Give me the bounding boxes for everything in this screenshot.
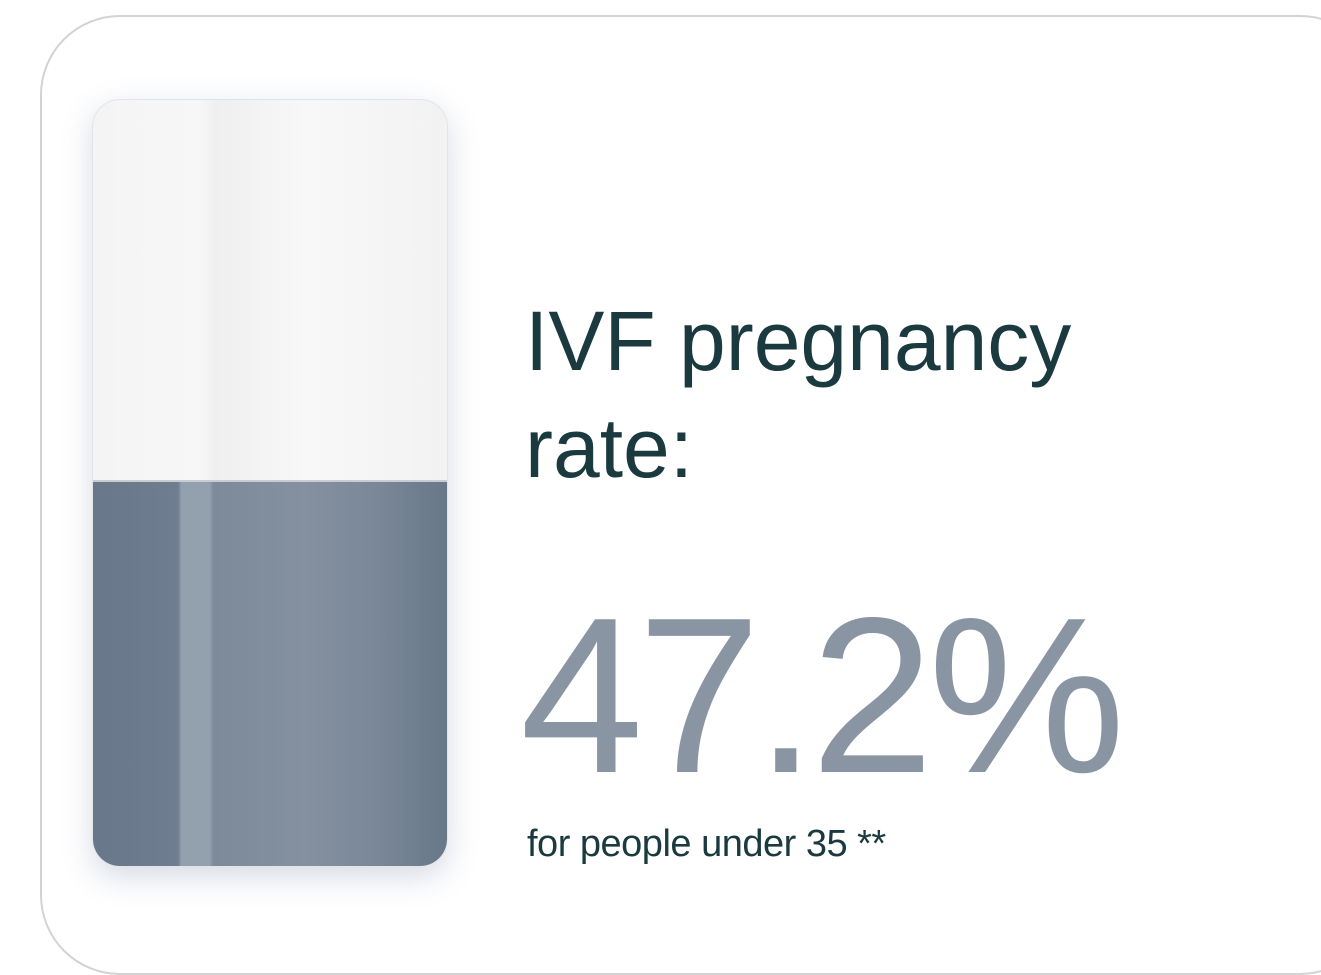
stat-note: for people under 35 **: [527, 823, 886, 865]
page: IVF pregnancy rate: 47.2% for people und…: [40, 15, 1321, 975]
tube-fill: [93, 480, 447, 866]
stat-title: IVF pregnancy rate:: [525, 294, 1072, 495]
stat-value: 47.2%: [520, 572, 1125, 820]
fill-tube: [92, 99, 448, 867]
